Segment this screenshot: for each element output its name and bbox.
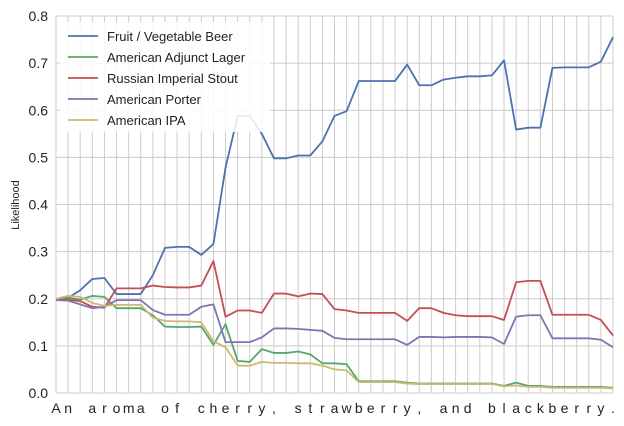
- x-tick-label: c: [525, 400, 532, 416]
- y-tick-label: 0.3: [29, 244, 49, 260]
- x-tick-label: l: [502, 400, 505, 416]
- x-tick-label: r: [102, 400, 107, 416]
- x-tick-label: A: [51, 400, 61, 416]
- x-tick-label: .: [611, 400, 615, 416]
- legend-label: American IPA: [107, 113, 186, 128]
- x-tick-label: s: [295, 400, 302, 416]
- x-tick-label: r: [381, 400, 386, 416]
- x-tick-label: ,: [417, 400, 421, 416]
- x-tick-label: a: [88, 400, 96, 416]
- x-tick-label: t: [308, 400, 312, 416]
- legend-label: American Porter: [107, 92, 202, 107]
- x-tick-label: a: [137, 400, 145, 416]
- y-tick-label: 0.0: [29, 385, 49, 401]
- x-tick-label: r: [586, 400, 591, 416]
- y-tick-labels: 0.0 0.1 0.2 0.3 0.4 0.5 0.6 0.7 0.8: [29, 8, 49, 401]
- x-tick-label: r: [393, 400, 398, 416]
- x-tick-label: f: [175, 400, 179, 416]
- legend-label: Russian Imperial Stout: [107, 71, 238, 86]
- x-tick-label: n: [452, 400, 460, 416]
- x-tick-label: e: [561, 400, 569, 416]
- x-tick-label: r: [574, 400, 579, 416]
- y-axis-label: Likelihood: [10, 180, 22, 230]
- x-tick-label: k: [537, 400, 545, 416]
- x-tick-label: n: [64, 400, 72, 416]
- x-tick-label: d: [464, 400, 472, 416]
- x-tick-label: a: [512, 400, 520, 416]
- x-tick-label: e: [222, 400, 230, 416]
- x-tick-label: r: [235, 400, 240, 416]
- x-tick-label: a: [331, 400, 339, 416]
- series-line-3: [55, 299, 614, 349]
- y-tick-label: 0.2: [29, 291, 49, 307]
- legend-label: American Adjunct Lager: [107, 50, 246, 65]
- x-tick-label: y: [597, 400, 604, 416]
- x-tick-label: r: [247, 400, 252, 416]
- legend-background: [60, 22, 270, 132]
- x-tick-label: b: [549, 400, 557, 416]
- x-tick-label: y: [258, 400, 265, 416]
- y-tick-label: 0.7: [29, 55, 49, 71]
- x-tick-label: o: [113, 400, 121, 416]
- x-tick-label: w: [341, 400, 353, 416]
- legend: Fruit / Vegetable Beer American Adjunct L…: [60, 22, 270, 132]
- series-line-2: [56, 260, 614, 337]
- x-tick-label: m: [123, 400, 135, 416]
- y-tick-label: 0.1: [29, 338, 49, 354]
- x-tick-label: b: [488, 400, 496, 416]
- y-tick-label: 0.6: [29, 102, 49, 118]
- x-tick-label: r: [320, 400, 325, 416]
- series-line-4: [55, 295, 614, 390]
- y-tick-label: 0.5: [29, 149, 49, 165]
- x-tick-label: a: [440, 400, 448, 416]
- x-tick-label: y: [404, 400, 411, 416]
- x-tick-label: h: [210, 400, 218, 416]
- series-lines: [55, 36, 614, 390]
- series-line-0: [55, 36, 614, 301]
- legend-label: Fruit / Vegetable Beer: [107, 29, 233, 44]
- y-tick-label: 0.4: [29, 197, 49, 213]
- x-tick-label: c: [198, 400, 205, 416]
- y-tick-label: 0.8: [29, 8, 49, 24]
- x-tick-label: e: [367, 400, 375, 416]
- x-tick-label: o: [161, 400, 169, 416]
- x-tick-label: ,: [272, 400, 276, 416]
- x-tick-label: b: [355, 400, 363, 416]
